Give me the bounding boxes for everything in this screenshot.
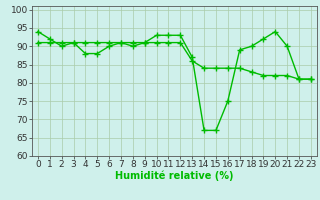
X-axis label: Humidité relative (%): Humidité relative (%) (115, 171, 234, 181)
